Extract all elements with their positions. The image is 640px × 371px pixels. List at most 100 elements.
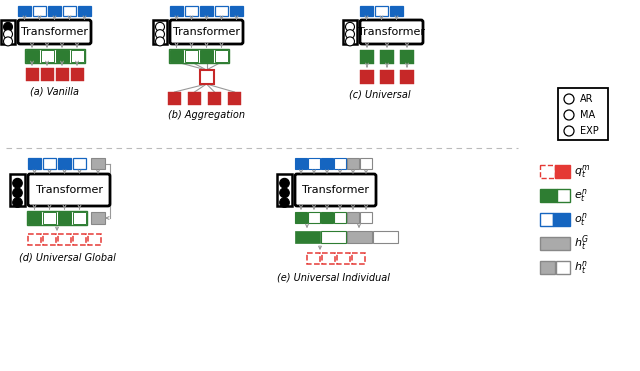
Bar: [70, 68, 83, 81]
Bar: [188, 92, 201, 105]
Circle shape: [13, 198, 22, 207]
Text: (e) Universal Individual: (e) Universal Individual: [277, 272, 390, 282]
Bar: [295, 231, 320, 243]
Bar: [43, 212, 56, 224]
Bar: [208, 92, 221, 105]
Bar: [295, 158, 307, 169]
Bar: [334, 212, 346, 223]
Bar: [40, 50, 54, 62]
Circle shape: [280, 188, 289, 198]
Bar: [43, 158, 56, 169]
Bar: [295, 212, 307, 223]
Bar: [63, 6, 76, 16]
Circle shape: [4, 30, 13, 39]
Bar: [169, 49, 229, 63]
Bar: [58, 158, 71, 169]
Bar: [337, 253, 350, 264]
Text: Transformer: Transformer: [173, 27, 240, 37]
FancyBboxPatch shape: [360, 20, 423, 44]
Bar: [373, 231, 398, 243]
Circle shape: [4, 22, 13, 31]
Bar: [380, 70, 394, 84]
Bar: [308, 158, 320, 169]
Bar: [200, 6, 213, 16]
Bar: [540, 165, 555, 178]
Circle shape: [13, 188, 22, 198]
Bar: [352, 253, 365, 264]
Bar: [557, 189, 570, 202]
Bar: [322, 253, 335, 264]
Text: $h_t^G$: $h_t^G$: [574, 234, 589, 253]
Bar: [56, 50, 68, 62]
Bar: [215, 6, 228, 16]
Text: Transformer: Transformer: [302, 185, 369, 195]
Bar: [73, 158, 86, 169]
Bar: [540, 213, 553, 226]
Circle shape: [4, 37, 13, 46]
Bar: [24, 49, 84, 63]
Bar: [58, 212, 71, 224]
Bar: [200, 50, 213, 62]
Circle shape: [280, 178, 289, 188]
Circle shape: [156, 30, 164, 39]
Text: Transformer: Transformer: [358, 27, 425, 37]
Circle shape: [564, 126, 574, 136]
Bar: [228, 92, 241, 105]
Bar: [360, 70, 374, 84]
Circle shape: [156, 22, 164, 31]
Bar: [334, 158, 346, 169]
Bar: [91, 158, 105, 169]
Circle shape: [346, 37, 355, 46]
Bar: [73, 234, 86, 245]
Bar: [18, 6, 31, 16]
Bar: [540, 237, 570, 250]
Bar: [10, 174, 25, 206]
Bar: [78, 6, 91, 16]
Text: $o_t^n$: $o_t^n$: [574, 211, 588, 228]
Bar: [200, 70, 214, 84]
Bar: [277, 174, 292, 206]
Bar: [556, 261, 570, 274]
Circle shape: [13, 178, 22, 188]
Text: (c) Universal: (c) Universal: [349, 89, 411, 99]
Bar: [88, 234, 101, 245]
Bar: [400, 70, 414, 84]
Circle shape: [156, 37, 164, 46]
Bar: [56, 68, 68, 81]
Bar: [170, 50, 183, 62]
Bar: [26, 50, 38, 62]
Bar: [347, 212, 359, 223]
FancyBboxPatch shape: [170, 20, 243, 44]
Bar: [540, 189, 557, 202]
Bar: [48, 6, 61, 16]
Bar: [400, 50, 414, 64]
Text: $e_t^n$: $e_t^n$: [574, 187, 588, 204]
Text: Transformer: Transformer: [21, 27, 88, 37]
Bar: [58, 234, 71, 245]
Bar: [27, 211, 87, 225]
Bar: [375, 6, 388, 16]
Text: (a) Vanilla: (a) Vanilla: [30, 86, 79, 96]
Bar: [215, 50, 228, 62]
Text: $h_t^n$: $h_t^n$: [574, 259, 588, 276]
Bar: [307, 253, 320, 264]
Bar: [555, 165, 570, 178]
Bar: [360, 212, 372, 223]
Text: $q_t^m$: $q_t^m$: [574, 163, 591, 180]
Bar: [321, 212, 333, 223]
Bar: [321, 231, 346, 243]
Circle shape: [346, 30, 355, 39]
Bar: [360, 50, 374, 64]
Bar: [43, 234, 56, 245]
Bar: [33, 6, 46, 16]
Text: (b) Aggregation: (b) Aggregation: [168, 110, 245, 120]
Text: (d) Universal Global: (d) Universal Global: [19, 253, 115, 263]
Bar: [558, 88, 608, 140]
Bar: [91, 212, 105, 224]
Bar: [347, 158, 359, 169]
Bar: [360, 6, 373, 16]
Text: AR: AR: [580, 94, 593, 104]
Bar: [308, 212, 320, 223]
Bar: [347, 231, 372, 243]
Bar: [360, 158, 372, 169]
